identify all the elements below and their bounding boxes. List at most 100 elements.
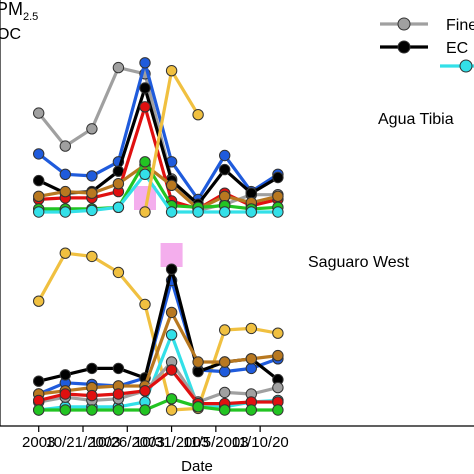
- x-tick-label: 10/26/2003: [90, 434, 165, 451]
- corner-label-main: PM: [0, 0, 23, 19]
- data-point: [112, 61, 125, 74]
- data-point: [112, 201, 125, 214]
- data-point: [139, 168, 151, 181]
- corner-label-sub: 2.5: [23, 11, 38, 23]
- data-point: [59, 206, 72, 218]
- x-tick-label: 2003: [22, 434, 55, 451]
- data-point: [59, 140, 72, 152]
- data-point: [219, 365, 231, 378]
- data-point: [86, 187, 98, 199]
- data-point: [33, 404, 45, 416]
- data-point: [165, 263, 178, 275]
- data-point: [86, 170, 98, 182]
- data-point: [86, 123, 98, 135]
- x-tick-label: 11/10/20: [231, 434, 288, 451]
- data-point: [139, 404, 151, 416]
- x-axis-title: Date: [181, 458, 213, 474]
- data-point: [139, 298, 151, 311]
- data-point: [219, 190, 231, 203]
- data-point: [33, 375, 45, 387]
- data-point: [192, 356, 204, 368]
- data-point: [33, 107, 45, 119]
- data-point: [139, 101, 151, 113]
- legend-marker: [459, 59, 473, 73]
- data-point: [165, 404, 178, 416]
- data-point: [86, 250, 98, 263]
- data-point: [165, 329, 178, 341]
- data-point: [219, 356, 231, 368]
- data-point: [272, 327, 284, 339]
- data-point: [219, 386, 231, 399]
- legend-marker: [397, 17, 411, 31]
- series-1-7: [33, 168, 284, 218]
- data-point: [112, 404, 125, 416]
- panel-label-top: Agua Tibia: [378, 111, 454, 128]
- data-point: [86, 404, 98, 416]
- data-point: [245, 404, 258, 416]
- data-point: [165, 179, 178, 192]
- data-point: [59, 404, 72, 416]
- data-point: [86, 204, 98, 217]
- data-point: [139, 385, 151, 397]
- data-point: [272, 381, 284, 394]
- data-point: [86, 389, 98, 402]
- data-point: [219, 206, 231, 218]
- data-point: [219, 149, 231, 162]
- legend-item-2: EC: [380, 40, 468, 57]
- data-point: [86, 362, 98, 375]
- data-point: [219, 404, 231, 416]
- axes: [0, 0, 474, 427]
- series-2-8: [33, 393, 284, 416]
- data-point: [59, 388, 72, 400]
- legend: Fine S EC: [380, 17, 474, 73]
- data-point: [192, 401, 204, 413]
- data-point: [165, 206, 178, 218]
- data-point: [245, 322, 258, 335]
- data-point: [139, 57, 151, 69]
- data-point: [33, 206, 45, 218]
- legend-marker: [397, 40, 411, 54]
- corner-label: PM2.5: [0, 0, 38, 23]
- data-point: [112, 388, 125, 400]
- series-line-2-1-1: [37, 251, 279, 412]
- data-point: [112, 362, 125, 375]
- x-tick-label: 10/31/2003: [134, 434, 209, 451]
- series-line-2-8-1: [38, 397, 278, 412]
- series-line-2-4-1: [38, 310, 279, 396]
- data-point: [59, 185, 72, 198]
- legend-item-3: [440, 59, 474, 73]
- series-line-2-7-1: [38, 368, 278, 406]
- data-point: [272, 171, 284, 184]
- panel-label-bottom: Saguaro West: [308, 254, 410, 271]
- legend-label: Fine S: [446, 17, 474, 34]
- data-point: [139, 82, 151, 94]
- data-point: [192, 206, 204, 218]
- data-point: [245, 362, 258, 375]
- data-point: [272, 404, 284, 416]
- data-point: [33, 174, 45, 187]
- data-point: [192, 109, 204, 121]
- highlight-bands: [133, 186, 183, 267]
- data-point: [192, 365, 204, 378]
- data-point: [272, 190, 284, 203]
- data-point: [139, 206, 151, 218]
- data-point: [245, 187, 258, 199]
- x-tick-label: 10/21/2003: [45, 434, 120, 451]
- data-point: [33, 190, 45, 203]
- series-line-2-6-1: [38, 360, 279, 404]
- legend-label: EC: [446, 40, 468, 57]
- series-line-1-2-1: [37, 61, 279, 201]
- data-point: [245, 353, 258, 365]
- data-point: [165, 364, 178, 376]
- data-point: [165, 306, 178, 319]
- data-point: [59, 247, 72, 259]
- series-1-8: [139, 65, 204, 218]
- data-point: [139, 156, 151, 168]
- data-point: [112, 266, 125, 279]
- series-layer: [33, 57, 284, 416]
- data-point: [112, 178, 125, 190]
- data-point: [219, 324, 231, 336]
- x-axis-ticks: 200310/21/200310/26/200310/31/200311/5/2…: [22, 426, 289, 451]
- data-point: [165, 65, 178, 77]
